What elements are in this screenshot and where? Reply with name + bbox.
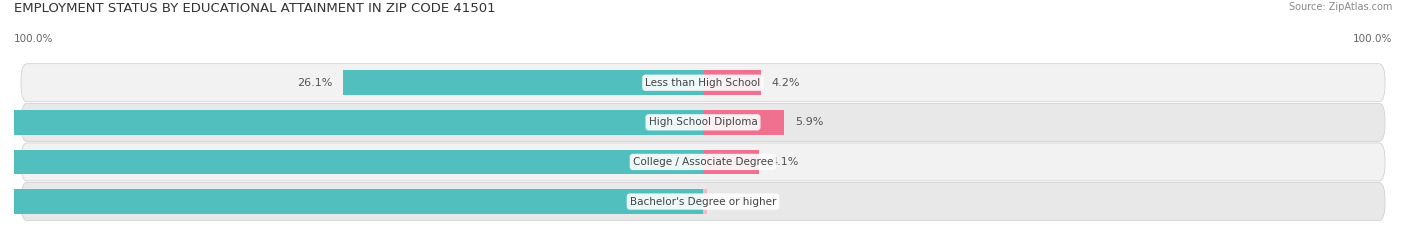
FancyBboxPatch shape [21, 64, 1385, 102]
FancyBboxPatch shape [21, 182, 1385, 221]
Text: High School Diploma: High School Diploma [648, 117, 758, 127]
Bar [3, 110, 703, 135]
FancyBboxPatch shape [21, 103, 1385, 141]
Text: 4.1%: 4.1% [770, 157, 799, 167]
Bar [703, 70, 761, 95]
Text: Source: ZipAtlas.com: Source: ZipAtlas.com [1288, 2, 1392, 12]
Bar [343, 70, 703, 95]
Bar [0, 150, 703, 174]
Text: 26.1%: 26.1% [297, 78, 332, 88]
Text: 5.9%: 5.9% [796, 117, 824, 127]
Text: EMPLOYMENT STATUS BY EDUCATIONAL ATTAINMENT IN ZIP CODE 41501: EMPLOYMENT STATUS BY EDUCATIONAL ATTAINM… [14, 2, 496, 15]
Text: College / Associate Degree: College / Associate Degree [633, 157, 773, 167]
Bar [0, 189, 703, 214]
Bar [703, 189, 707, 214]
Text: 100.0%: 100.0% [14, 34, 53, 44]
Bar [703, 110, 785, 135]
Text: 4.2%: 4.2% [772, 78, 800, 88]
FancyBboxPatch shape [21, 143, 1385, 181]
Text: Bachelor's Degree or higher: Bachelor's Degree or higher [630, 197, 776, 206]
Text: 0.3%: 0.3% [718, 197, 747, 206]
Bar [703, 150, 759, 174]
Text: Less than High School: Less than High School [645, 78, 761, 88]
Text: 100.0%: 100.0% [1353, 34, 1392, 44]
